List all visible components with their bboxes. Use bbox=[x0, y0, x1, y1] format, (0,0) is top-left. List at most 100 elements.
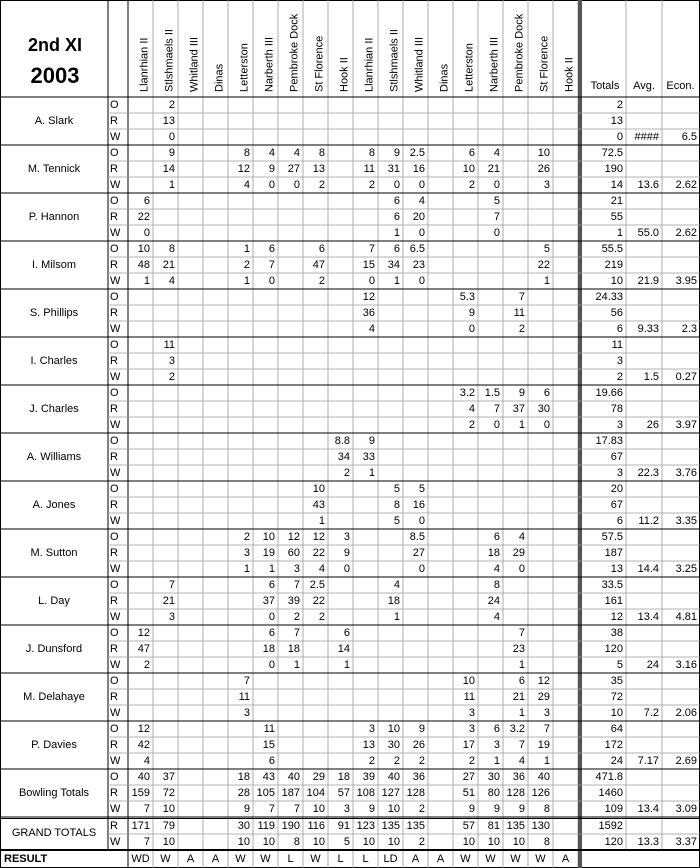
result-value: A bbox=[212, 853, 220, 865]
cell-value: 12 bbox=[363, 291, 375, 303]
column-header: Llanrhian II bbox=[138, 38, 150, 92]
cell-value: 128 bbox=[407, 787, 425, 799]
cell-value: 4 bbox=[494, 147, 500, 159]
cell-value: 8 bbox=[544, 836, 550, 848]
econ-value: 3.16 bbox=[676, 659, 697, 671]
cell-value: 19 bbox=[263, 547, 275, 559]
cell-value: 7 bbox=[294, 579, 300, 591]
econ-value: 3.37 bbox=[676, 836, 697, 848]
cell-value: 8 bbox=[544, 803, 550, 815]
cell-value: 7 bbox=[369, 243, 375, 255]
cell-value: 1.5 bbox=[485, 387, 500, 399]
cell-value: 12 bbox=[238, 163, 250, 175]
cell-value: 1 bbox=[244, 275, 250, 287]
cell-value: 43 bbox=[263, 771, 275, 783]
cell-value: 13 bbox=[163, 115, 175, 127]
cell-value: 10 bbox=[388, 723, 400, 735]
cell-value: 12 bbox=[138, 627, 150, 639]
cell-value: 10 bbox=[238, 836, 250, 848]
cell-value: 0 bbox=[269, 179, 275, 191]
avg-value: #### bbox=[635, 131, 660, 143]
cell-value: 18 bbox=[263, 643, 275, 655]
cell-value: 36 bbox=[363, 307, 375, 319]
player-name: Bowling Totals bbox=[19, 787, 90, 799]
total-value: 219 bbox=[605, 259, 623, 271]
cell-value: 18 bbox=[388, 595, 400, 607]
avg-value: 7.2 bbox=[644, 707, 659, 719]
cell-value: 2 bbox=[419, 803, 425, 815]
totals-header: Totals bbox=[591, 80, 620, 92]
column-header: Letterston bbox=[463, 43, 475, 92]
result-value: WD bbox=[131, 853, 149, 865]
cell-value: 4 bbox=[494, 611, 500, 623]
result-value: LD bbox=[383, 853, 397, 865]
column-header: Whitland III bbox=[188, 37, 200, 92]
total-value: 120 bbox=[605, 836, 623, 848]
avg-value: 26 bbox=[647, 419, 659, 431]
cell-value: 9 bbox=[519, 803, 525, 815]
player-name: M. Delahaye bbox=[23, 691, 85, 703]
cell-value: 14 bbox=[338, 643, 350, 655]
cell-value: 127 bbox=[382, 787, 400, 799]
total-value: 6 bbox=[617, 323, 623, 335]
cell-value: 30 bbox=[538, 403, 550, 415]
cell-value: 7 bbox=[269, 803, 275, 815]
cell-value: 123 bbox=[357, 820, 375, 832]
cell-value: 2 bbox=[244, 259, 250, 271]
econ-value: 2.62 bbox=[676, 227, 697, 239]
result-value: W bbox=[310, 853, 321, 865]
cell-value: 40 bbox=[538, 771, 550, 783]
cell-value: 6 bbox=[544, 387, 550, 399]
row-label: O bbox=[110, 627, 119, 639]
row-label: W bbox=[110, 755, 121, 767]
cell-value: 4 bbox=[319, 563, 325, 575]
row-label: W bbox=[110, 611, 121, 623]
cell-value: 40 bbox=[388, 771, 400, 783]
cell-value: 4 bbox=[244, 179, 250, 191]
cell-value: 2 bbox=[344, 467, 350, 479]
cell-value: 13 bbox=[313, 163, 325, 175]
cell-value: 1 bbox=[319, 515, 325, 527]
cell-value: 7 bbox=[519, 291, 525, 303]
player-name: I. Charles bbox=[30, 355, 78, 367]
total-value: 3 bbox=[617, 467, 623, 479]
total-value: 55 bbox=[611, 211, 623, 223]
cell-value: 39 bbox=[363, 771, 375, 783]
cell-value: 28 bbox=[238, 787, 250, 799]
cell-value: 1 bbox=[519, 707, 525, 719]
total-value: 6 bbox=[617, 515, 623, 527]
row-label: R bbox=[110, 739, 118, 751]
cell-value: 7 bbox=[144, 836, 150, 848]
total-value: 72 bbox=[611, 691, 623, 703]
cell-value: 21 bbox=[163, 595, 175, 607]
avg-value: 13.4 bbox=[638, 803, 659, 815]
cell-value: 116 bbox=[307, 820, 325, 832]
row-label: O bbox=[110, 243, 119, 255]
cell-value: 6 bbox=[269, 755, 275, 767]
cell-value: 1 bbox=[369, 467, 375, 479]
player-name: P. Davies bbox=[31, 739, 77, 751]
cell-value: 10 bbox=[163, 803, 175, 815]
cell-value: 43 bbox=[313, 499, 325, 511]
cell-value: 22 bbox=[313, 595, 325, 607]
row-label: O bbox=[110, 291, 119, 303]
cell-value: 1 bbox=[394, 275, 400, 287]
result-value: L bbox=[362, 853, 368, 865]
cell-value: 135 bbox=[407, 820, 425, 832]
cell-value: 3 bbox=[369, 723, 375, 735]
cell-value: 7 bbox=[244, 675, 250, 687]
result-value: A bbox=[412, 853, 420, 865]
cell-value: 10 bbox=[313, 803, 325, 815]
cell-value: 12 bbox=[138, 723, 150, 735]
cell-value: 1 bbox=[169, 179, 175, 191]
cell-value: 12 bbox=[313, 531, 325, 543]
cell-value: 6 bbox=[394, 211, 400, 223]
result-rule bbox=[0, 849, 700, 851]
cell-value: 6 bbox=[494, 531, 500, 543]
cell-value: 0 bbox=[269, 659, 275, 671]
total-value: 5 bbox=[617, 659, 623, 671]
cell-value: 1 bbox=[544, 755, 550, 767]
cell-value: 10 bbox=[313, 483, 325, 495]
cell-value: 9 bbox=[344, 547, 350, 559]
cell-value: 8 bbox=[369, 147, 375, 159]
